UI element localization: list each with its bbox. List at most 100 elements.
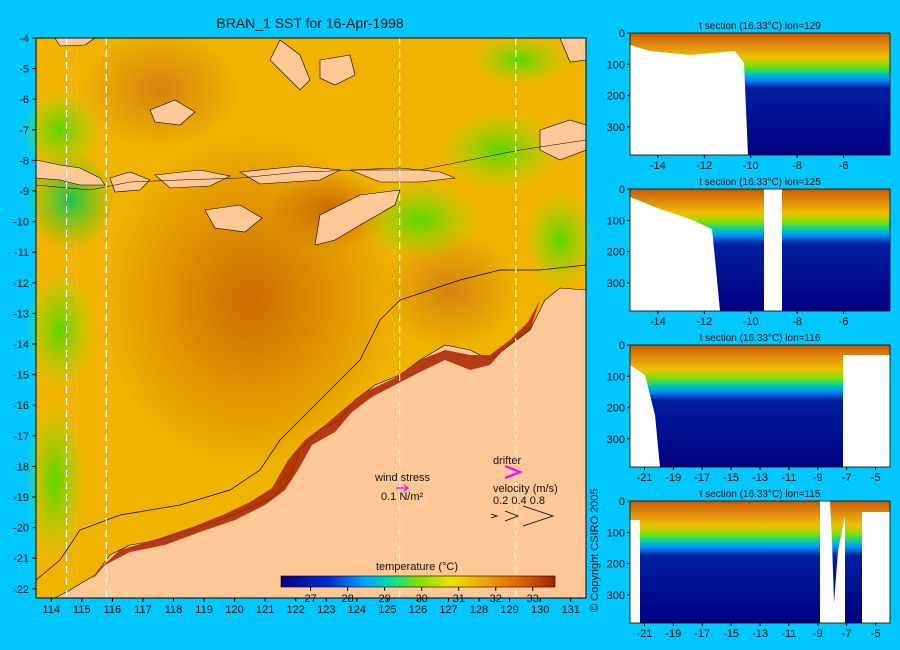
y-tick-label: -16 — [13, 400, 29, 412]
section-y-tick-label: 0 — [619, 28, 625, 40]
land-sumbawa — [154, 169, 231, 189]
shelf-contour — [35, 139, 587, 191]
y-tick-label: -20 — [13, 523, 29, 535]
map-plot — [20, 30, 595, 599]
land-sulawesi — [269, 39, 311, 91]
warm-region — [380, 230, 520, 350]
section-y-tick-label: 0 — [619, 184, 625, 196]
section-x-tick-label: -13 — [752, 628, 768, 640]
section-x-tick-label: -12 — [696, 160, 712, 172]
section-panel: t section (16.33°C) lon=125 0 100 200 300 -14… — [607, 177, 891, 328]
section-panel: t section (16.33°C) lon=129 0 100 200 300 -14… — [607, 21, 891, 172]
y-tick-label: -7 — [19, 125, 29, 137]
x-tick-label: 123 — [317, 604, 335, 616]
colorbar-tick-label: 27 — [304, 593, 316, 605]
section-x-tick-label: -6 — [839, 160, 849, 172]
section-x-tick-label: -17 — [694, 472, 710, 484]
section-lines — [65, 38, 517, 598]
velocity-arrow-icon — [522, 505, 555, 527]
colorbar-ramp — [280, 575, 556, 588]
y-tick-label: -5 — [19, 64, 29, 76]
land-java — [35, 159, 106, 186]
section-y-tick-label: 100 — [607, 371, 625, 383]
section-y-tick-label: 0 — [619, 340, 625, 352]
x-tick-label: 115 — [73, 604, 91, 616]
y-tick-label: -22 — [13, 584, 29, 596]
y-tick-label: -11 — [14, 247, 29, 259]
map-y-axis: -4 -5 -6 -7 -8 -9 -10 -11 -12 -13 -14 -15 -16 -17 -18 -… — [13, 33, 36, 596]
section-x-tick-label: -14 — [650, 160, 666, 172]
x-tick-label: 117 — [134, 604, 152, 616]
map-title: BRAN_1 SST for 16-Apr-1998 — [216, 15, 403, 31]
velocity-ticks: 0.2 0.4 0.8 — [493, 495, 545, 507]
y-tick-label: -4 — [19, 33, 29, 45]
y-tick-label: -6 — [19, 94, 29, 106]
section-x-tick-label: -9 — [813, 472, 823, 484]
colorbar-ticks: 27 28 29 30 31 32 33 — [304, 587, 539, 605]
coastal-warm-band — [92, 300, 540, 580]
section-x-tick-label: -8 — [792, 316, 802, 328]
y-tick-label: -17 — [13, 431, 29, 443]
y-tick-label: -19 — [13, 492, 29, 504]
no-data-mask — [862, 512, 890, 623]
y-tick-label: -13 — [13, 308, 29, 320]
cool-region — [25, 270, 95, 390]
section-panel: t section (16.33°C) lon=115 0 100 200 300 -21… — [607, 489, 891, 640]
land-timor-chain — [349, 167, 456, 183]
y-tick-label: -10 — [13, 217, 29, 229]
cool-region — [20, 90, 100, 170]
section-x-tick-label: -5 — [871, 628, 881, 640]
cool-region — [360, 180, 480, 260]
drifter-arrow-icon — [504, 464, 523, 480]
drifter-label: drifter — [493, 455, 521, 467]
section-x-tick-label: -11 — [781, 628, 796, 640]
section-x-tick-label: -14 — [650, 316, 666, 328]
no-data-mask — [630, 520, 640, 623]
section-title: t section (16.33°C) lon=125 — [699, 177, 821, 188]
section-x-tick-label: -19 — [665, 472, 681, 484]
cool-region — [470, 35, 570, 85]
section-x-tick-label: -7 — [842, 628, 852, 640]
no-data-mask — [764, 189, 782, 311]
section-y-tick-label: 0 — [619, 496, 625, 508]
section-y-tick-label: 100 — [607, 215, 625, 227]
section-y-tick-label: 300 — [607, 278, 625, 290]
x-tick-label: 120 — [225, 604, 243, 616]
section-x-tick-label: -9 — [813, 628, 823, 640]
section-y-tick-label: 100 — [607, 527, 625, 539]
section-y-tick-label: 200 — [607, 247, 625, 259]
section-title: t section (16.33°C) lon=129 — [699, 21, 821, 32]
y-tick-label: -21 — [13, 553, 29, 565]
x-tick-label: 125 — [378, 604, 396, 616]
copyright-text: © Copyright CSIRO 2005 — [589, 488, 601, 612]
section-y-tick-label: 100 — [607, 59, 625, 71]
section-y-tick-label: 200 — [607, 91, 625, 103]
warm-region — [80, 30, 240, 150]
land-sumba — [204, 204, 263, 233]
y-tick-label: -14 — [13, 339, 29, 351]
wind-arrow-icon — [396, 484, 409, 492]
section-x-tick-label: -13 — [752, 472, 768, 484]
section-y-tick-label: 300 — [607, 590, 625, 602]
section-x-tick-label: -17 — [694, 628, 710, 640]
land-northern-islands — [149, 99, 196, 126]
section-x-tick-label: -7 — [842, 472, 852, 484]
cool-region — [525, 190, 595, 290]
land-flores — [239, 165, 342, 185]
colorbar-tick-label: 28 — [342, 593, 354, 605]
x-tick-label: 129 — [500, 604, 518, 616]
section-x-tick-label: -15 — [723, 472, 739, 484]
colorbar-tick-label: 31 — [453, 593, 465, 605]
x-tick-label: 127 — [439, 604, 457, 616]
section-title: t section (16.33°C) lon=115 — [700, 489, 821, 500]
colorbar-tick-label: 30 — [416, 593, 428, 605]
no-data-mask — [630, 197, 720, 311]
land-buru — [319, 54, 356, 86]
section-panels: t section (16.33°C) lon=129 0 100 200 300 -14… — [607, 21, 891, 640]
colorbar: temperature (°C) 27 28 29 30 31 32 33 — [280, 561, 556, 605]
colorbar-tick-label: 33 — [527, 593, 539, 605]
section-x-tick-label: -10 — [743, 316, 759, 328]
section-frame — [629, 188, 891, 312]
cool-region — [440, 110, 560, 190]
velocity-label: velocity (m/s) — [493, 483, 558, 495]
